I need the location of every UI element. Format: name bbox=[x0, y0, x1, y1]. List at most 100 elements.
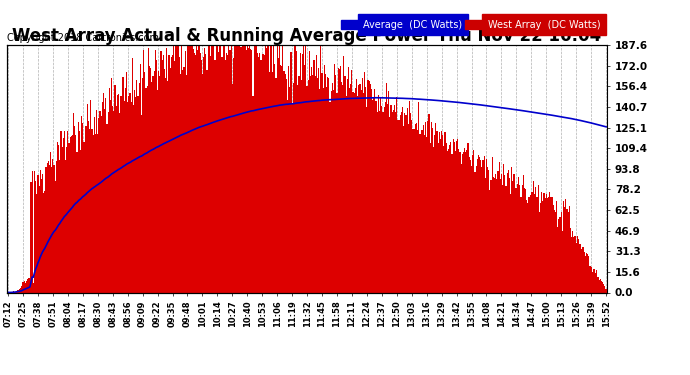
Bar bbox=[366, 106, 367, 292]
Bar bbox=[495, 174, 496, 292]
Bar bbox=[380, 97, 381, 292]
Bar bbox=[97, 134, 99, 292]
Bar bbox=[235, 46, 237, 292]
Bar bbox=[378, 95, 379, 292]
Bar bbox=[393, 110, 394, 292]
Bar bbox=[111, 78, 112, 292]
Bar bbox=[418, 102, 420, 292]
Bar bbox=[26, 280, 27, 292]
Bar bbox=[463, 152, 464, 292]
Bar bbox=[475, 166, 477, 292]
Bar bbox=[466, 150, 468, 292]
Bar bbox=[246, 50, 247, 292]
Bar bbox=[195, 55, 196, 292]
Bar bbox=[465, 152, 466, 292]
Bar bbox=[388, 91, 389, 292]
Bar bbox=[427, 121, 428, 292]
Bar bbox=[468, 143, 469, 292]
Bar bbox=[478, 155, 479, 292]
Bar bbox=[150, 68, 151, 292]
Bar bbox=[208, 45, 209, 292]
Bar bbox=[91, 129, 92, 292]
Bar bbox=[413, 129, 415, 292]
Bar bbox=[295, 45, 296, 292]
Bar bbox=[323, 88, 324, 292]
Bar bbox=[529, 197, 530, 292]
Bar bbox=[261, 60, 262, 292]
Bar bbox=[81, 116, 82, 292]
Bar bbox=[273, 45, 275, 292]
Bar bbox=[396, 97, 397, 292]
Bar bbox=[196, 45, 197, 292]
Bar bbox=[385, 102, 386, 292]
Bar bbox=[171, 57, 172, 292]
Bar bbox=[346, 96, 347, 292]
Bar bbox=[289, 87, 290, 292]
Bar bbox=[344, 76, 346, 292]
Bar bbox=[567, 212, 569, 292]
Bar bbox=[285, 74, 286, 292]
Bar bbox=[92, 135, 94, 292]
Bar bbox=[146, 88, 147, 292]
Bar bbox=[370, 84, 371, 292]
Bar bbox=[601, 281, 602, 292]
Bar bbox=[320, 45, 322, 292]
Bar bbox=[334, 64, 335, 292]
Bar bbox=[94, 117, 95, 292]
Bar bbox=[603, 284, 604, 292]
Bar bbox=[116, 106, 117, 292]
Bar bbox=[377, 112, 378, 292]
Bar bbox=[192, 45, 193, 292]
Bar bbox=[324, 65, 325, 292]
Bar bbox=[511, 167, 512, 292]
Bar bbox=[482, 160, 484, 292]
Bar bbox=[42, 174, 43, 292]
Bar bbox=[49, 165, 50, 292]
Bar bbox=[586, 253, 587, 292]
Bar bbox=[123, 77, 124, 292]
Bar bbox=[106, 124, 108, 292]
Bar bbox=[439, 132, 440, 292]
Bar bbox=[402, 107, 403, 292]
Bar bbox=[551, 197, 553, 292]
Bar bbox=[424, 135, 425, 292]
Bar bbox=[363, 93, 364, 292]
Bar bbox=[102, 102, 103, 292]
Bar bbox=[108, 112, 109, 292]
Bar bbox=[110, 100, 111, 292]
Bar bbox=[128, 96, 130, 292]
Bar bbox=[537, 197, 538, 292]
Bar bbox=[486, 159, 487, 292]
Bar bbox=[155, 50, 156, 292]
Bar bbox=[404, 113, 406, 292]
Bar bbox=[56, 160, 57, 292]
Bar bbox=[277, 58, 279, 292]
Bar bbox=[44, 192, 46, 292]
Bar bbox=[342, 85, 344, 292]
Bar bbox=[326, 87, 327, 292]
Bar bbox=[164, 69, 165, 292]
Bar bbox=[109, 88, 110, 292]
Bar bbox=[294, 45, 295, 292]
Bar bbox=[118, 94, 119, 292]
Bar bbox=[35, 181, 37, 292]
Bar bbox=[509, 178, 510, 292]
Bar bbox=[317, 78, 318, 292]
Bar bbox=[218, 52, 219, 292]
Bar bbox=[250, 49, 251, 292]
Bar bbox=[477, 159, 478, 292]
Bar bbox=[194, 53, 195, 292]
Bar bbox=[518, 177, 520, 292]
Bar bbox=[362, 78, 363, 292]
Bar bbox=[19, 289, 20, 292]
Bar bbox=[593, 269, 594, 292]
Bar bbox=[600, 279, 601, 292]
Bar bbox=[365, 87, 366, 292]
Bar bbox=[264, 55, 265, 292]
Bar bbox=[431, 122, 432, 292]
Bar bbox=[185, 51, 186, 292]
Bar bbox=[582, 247, 584, 292]
Bar bbox=[571, 237, 572, 292]
Bar bbox=[349, 88, 351, 292]
Bar bbox=[90, 100, 91, 292]
